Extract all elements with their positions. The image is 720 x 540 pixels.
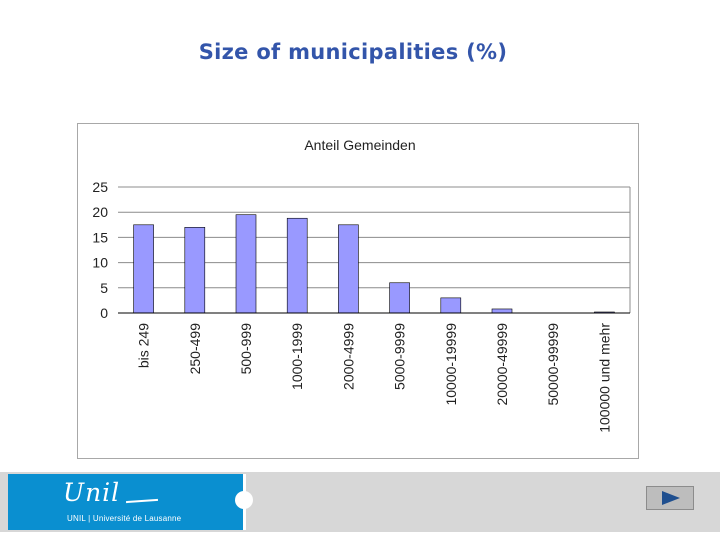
x-tick-label: 50000-99999 (545, 323, 561, 406)
bar (286, 217, 308, 314)
x-tick-label: 5000-9999 (392, 323, 408, 390)
chart-title: Anteil Gemeinden (304, 137, 415, 153)
bar (184, 227, 206, 314)
y-tick-label: 5 (100, 280, 108, 296)
x-tick-label: 100000 und mehr (596, 323, 612, 433)
x-tick-label: 250-499 (187, 323, 203, 375)
y-tick-label: 25 (92, 179, 108, 195)
y-tick-label: 20 (92, 204, 108, 220)
bar (235, 214, 257, 314)
panel-dot (235, 491, 253, 509)
x-tick-label: bis 249 (136, 323, 152, 368)
next-slide-button[interactable] (646, 486, 694, 510)
y-tick-label: 10 (92, 255, 108, 271)
play-icon (662, 491, 680, 505)
bar (389, 282, 410, 314)
x-tick-label: 20000-49999 (494, 323, 510, 406)
y-tick-label: 15 (92, 229, 108, 245)
slide-title: Size of municipalities (%) (198, 40, 508, 64)
bar-chart: Anteil Gemeinden 0 5 10 15 20 25 bis 249 250-49… (92, 137, 631, 433)
chart-area: Anteil Gemeinden 0 5 10 15 20 25 bis 249 250-49… (77, 123, 639, 459)
x-tick-label: 2000-4999 (340, 323, 356, 390)
bar (440, 297, 462, 314)
logo-subtitle: UNIL | Université de Lausanne (67, 514, 182, 523)
y-tick-label: 0 (100, 305, 108, 321)
bar (133, 224, 154, 314)
unil-logo: Unil (63, 478, 121, 507)
x-tick-label: 10000-19999 (443, 323, 459, 406)
bar (338, 224, 359, 314)
x-tick-label: 500-999 (238, 323, 254, 375)
x-tick-label: 1000-1999 (289, 323, 305, 390)
bar (491, 308, 513, 314)
